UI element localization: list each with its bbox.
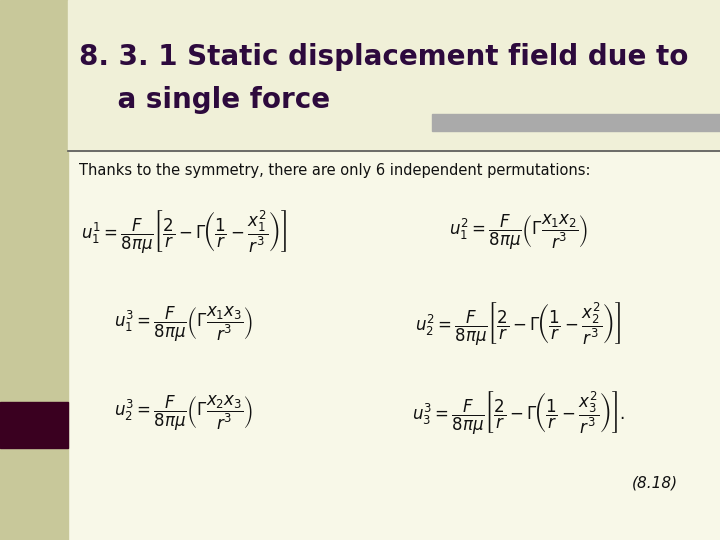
Text: $u_2^3 = \dfrac{F}{8\pi\mu}\left(\Gamma\dfrac{x_2 x_3}{r^3}\right)$: $u_2^3 = \dfrac{F}{8\pi\mu}\left(\Gamma\… bbox=[114, 394, 253, 433]
Bar bbox=[0, 0, 68, 540]
Text: $u_1^3 = \dfrac{F}{8\pi\mu}\left(\Gamma\dfrac{x_1 x_3}{r^3}\right)$: $u_1^3 = \dfrac{F}{8\pi\mu}\left(\Gamma\… bbox=[114, 305, 253, 343]
Text: (8.18): (8.18) bbox=[632, 476, 678, 491]
Bar bbox=[0, 402, 68, 448]
Text: $u_1^1 = \dfrac{F}{8\pi\mu}\left[\dfrac{2}{r} - \Gamma\!\left(\dfrac{1}{r} - \df: $u_1^1 = \dfrac{F}{8\pi\mu}\left[\dfrac{… bbox=[81, 208, 287, 256]
Text: Thanks to the symmetry, there are only 6 independent permutations:: Thanks to the symmetry, there are only 6… bbox=[79, 163, 590, 178]
Text: 8. 3. 1 Static displacement field due to: 8. 3. 1 Static displacement field due to bbox=[79, 43, 688, 71]
Text: $u_2^2 = \dfrac{F}{8\pi\mu}\left[\dfrac{2}{r} - \Gamma\!\left(\dfrac{1}{r} - \df: $u_2^2 = \dfrac{F}{8\pi\mu}\left[\dfrac{… bbox=[415, 300, 621, 348]
Text: a single force: a single force bbox=[79, 86, 330, 114]
Bar bbox=[432, 114, 720, 131]
Text: $u_3^3 = \dfrac{F}{8\pi\mu}\left[\dfrac{2}{r} - \Gamma\!\left(\dfrac{1}{r} - \df: $u_3^3 = \dfrac{F}{8\pi\mu}\left[\dfrac{… bbox=[412, 389, 625, 437]
Bar bbox=[68, 0, 720, 151]
Text: $u_1^2 = \dfrac{F}{8\pi\mu}\left(\Gamma\dfrac{x_1 x_2}{r^3}\right)$: $u_1^2 = \dfrac{F}{8\pi\mu}\left(\Gamma\… bbox=[449, 213, 588, 252]
